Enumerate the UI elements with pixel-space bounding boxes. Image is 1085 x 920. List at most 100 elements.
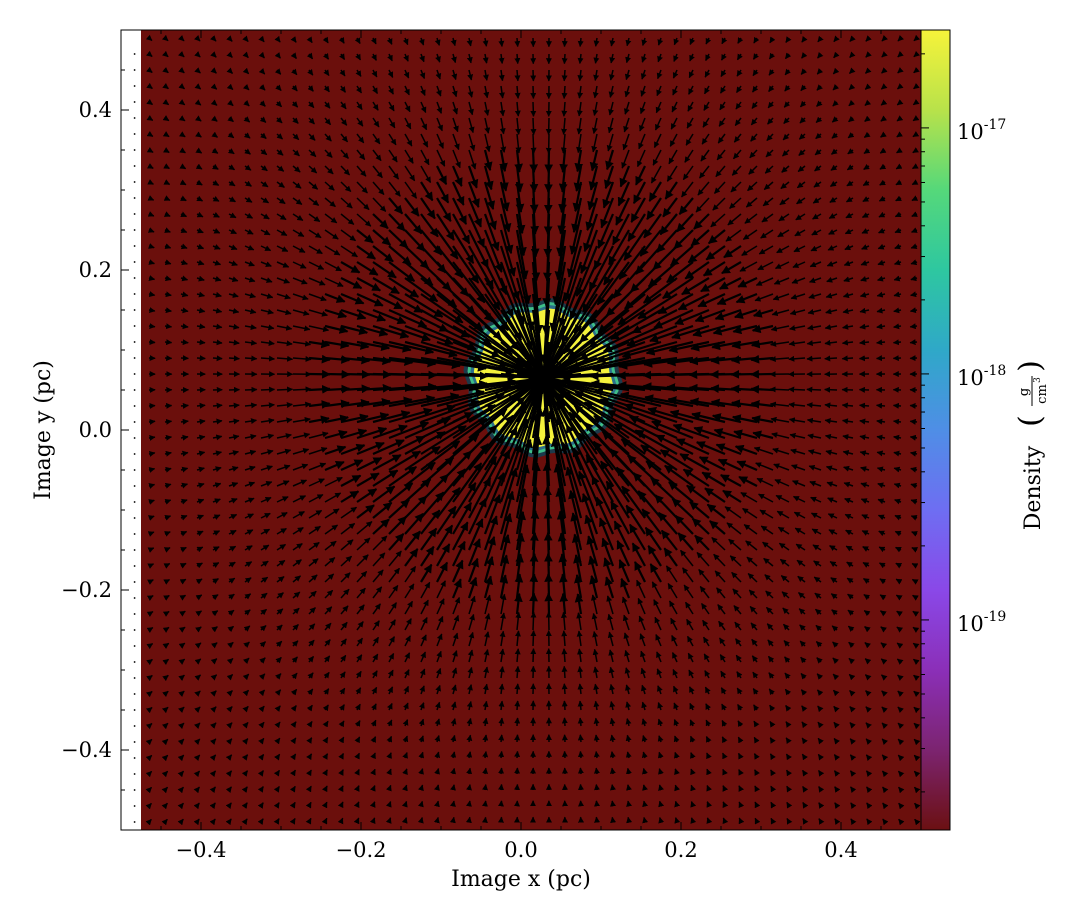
velocity-arrow: [193, 722, 201, 729]
vector-dot: [133, 53, 136, 55]
velocity-arrow: [276, 448, 292, 455]
velocity-arrow: [292, 495, 307, 503]
velocity-arrow: [642, 816, 649, 824]
velocity-arrow: [561, 700, 568, 711]
velocity-arrow: [177, 802, 184, 810]
velocity-arrow: [146, 147, 154, 153]
velocity-arrow: [290, 36, 297, 43]
velocity-arrow: [243, 132, 251, 139]
velocity-arrow: [243, 641, 250, 648]
velocity-arrow: [164, 259, 172, 266]
velocity-arrow: [244, 513, 254, 520]
velocity-arrow: [180, 450, 189, 457]
velocity-arrow: [244, 593, 252, 600]
velocity-arrow: [466, 784, 472, 791]
velocity-arrow: [275, 100, 283, 108]
velocity-arrow: [244, 355, 258, 362]
x-tick-label: −0.2: [336, 838, 387, 862]
velocity-arrow: [322, 769, 328, 777]
velocity-arrow: [308, 639, 315, 647]
velocity-arrow: [180, 546, 187, 553]
velocity-arrow: [244, 212, 254, 219]
vector-dot: [133, 197, 136, 199]
velocity-arrow: [561, 683, 568, 695]
velocity-arrow: [242, 83, 250, 91]
velocity-arrow: [163, 562, 171, 569]
velocity-arrow: [210, 99, 218, 106]
velocity-arrow: [228, 355, 240, 362]
velocity-arrow: [164, 498, 172, 505]
velocity-arrow: [291, 68, 298, 76]
velocity-arrow: [324, 414, 349, 424]
velocity-arrow: [244, 561, 253, 568]
velocity-arrow: [322, 704, 329, 712]
velocity-arrow: [196, 530, 204, 537]
velocity-arrow: [544, 149, 554, 174]
velocity-arrow: [211, 642, 218, 649]
velocity-arrow: [146, 98, 153, 106]
velocity-arrow: [244, 497, 255, 504]
velocity-arrow: [241, 786, 248, 793]
velocity-arrow: [161, 818, 168, 826]
velocity-arrow: [276, 496, 289, 503]
velocity-arrow: [194, 115, 202, 122]
velocity-arrow: [244, 386, 258, 393]
velocity-arrow: [226, 722, 233, 729]
velocity-arrow: [242, 35, 249, 42]
velocity-arrow: [225, 754, 233, 761]
vector-dot: [133, 805, 136, 807]
vector-dot: [133, 469, 136, 471]
velocity-arrow: [212, 434, 223, 441]
velocity-arrow: [212, 275, 222, 282]
velocity-arrow: [178, 115, 186, 122]
velocity-arrow: [228, 276, 239, 283]
velocity-arrow: [260, 576, 269, 583]
velocity-arrow: [228, 180, 236, 187]
velocity-arrow: [226, 83, 234, 91]
velocity-arrow: [324, 540, 337, 551]
velocity-arrow: [594, 816, 601, 823]
velocity-arrow: [193, 818, 200, 826]
velocity-arrow: [180, 259, 188, 266]
velocity-arrow: [260, 528, 271, 535]
vector-dot: [133, 789, 136, 791]
velocity-arrow: [260, 181, 269, 188]
velocity-arrow: [145, 802, 152, 810]
velocity-arrow: [226, 51, 233, 58]
velocity-arrow: [164, 515, 172, 521]
velocity-arrow: [577, 700, 584, 711]
velocity-arrow: [164, 291, 172, 298]
velocity-arrow: [228, 323, 240, 330]
velocity-arrow: [244, 244, 255, 251]
velocity-arrow: [163, 163, 170, 170]
velocity-arrow: [275, 84, 282, 92]
vector-dot: [133, 693, 136, 695]
velocity-arrow: [291, 84, 298, 92]
velocity-arrow: [290, 753, 297, 761]
velocity-arrow: [481, 816, 488, 824]
velocity-arrow: [259, 641, 267, 648]
velocity-arrow: [308, 213, 321, 223]
velocity-arrow: [228, 228, 237, 235]
velocity-arrow: [241, 818, 248, 826]
velocity-arrow: [321, 817, 328, 825]
velocity-arrow: [164, 275, 172, 282]
vector-dot: [133, 325, 136, 327]
velocity-arrow: [324, 429, 348, 440]
velocity-arrow: [210, 706, 217, 713]
velocity-arrow: [274, 35, 281, 43]
velocity-arrow: [274, 721, 281, 729]
velocity-arrow: [306, 753, 313, 761]
velocity-arrow: [290, 688, 298, 696]
vector-dot: [133, 101, 136, 103]
velocity-arrow: [308, 607, 316, 615]
velocity-arrow: [257, 818, 264, 825]
velocity-arrow: [561, 717, 568, 727]
x-tick-label: −0.4: [176, 838, 227, 862]
velocity-arrow: [212, 562, 220, 569]
velocity-arrow: [163, 147, 170, 154]
velocity-arrow: [210, 674, 218, 681]
velocity-arrow: [308, 261, 325, 270]
velocity-arrow: [180, 211, 188, 218]
velocity-arrow: [260, 496, 272, 503]
